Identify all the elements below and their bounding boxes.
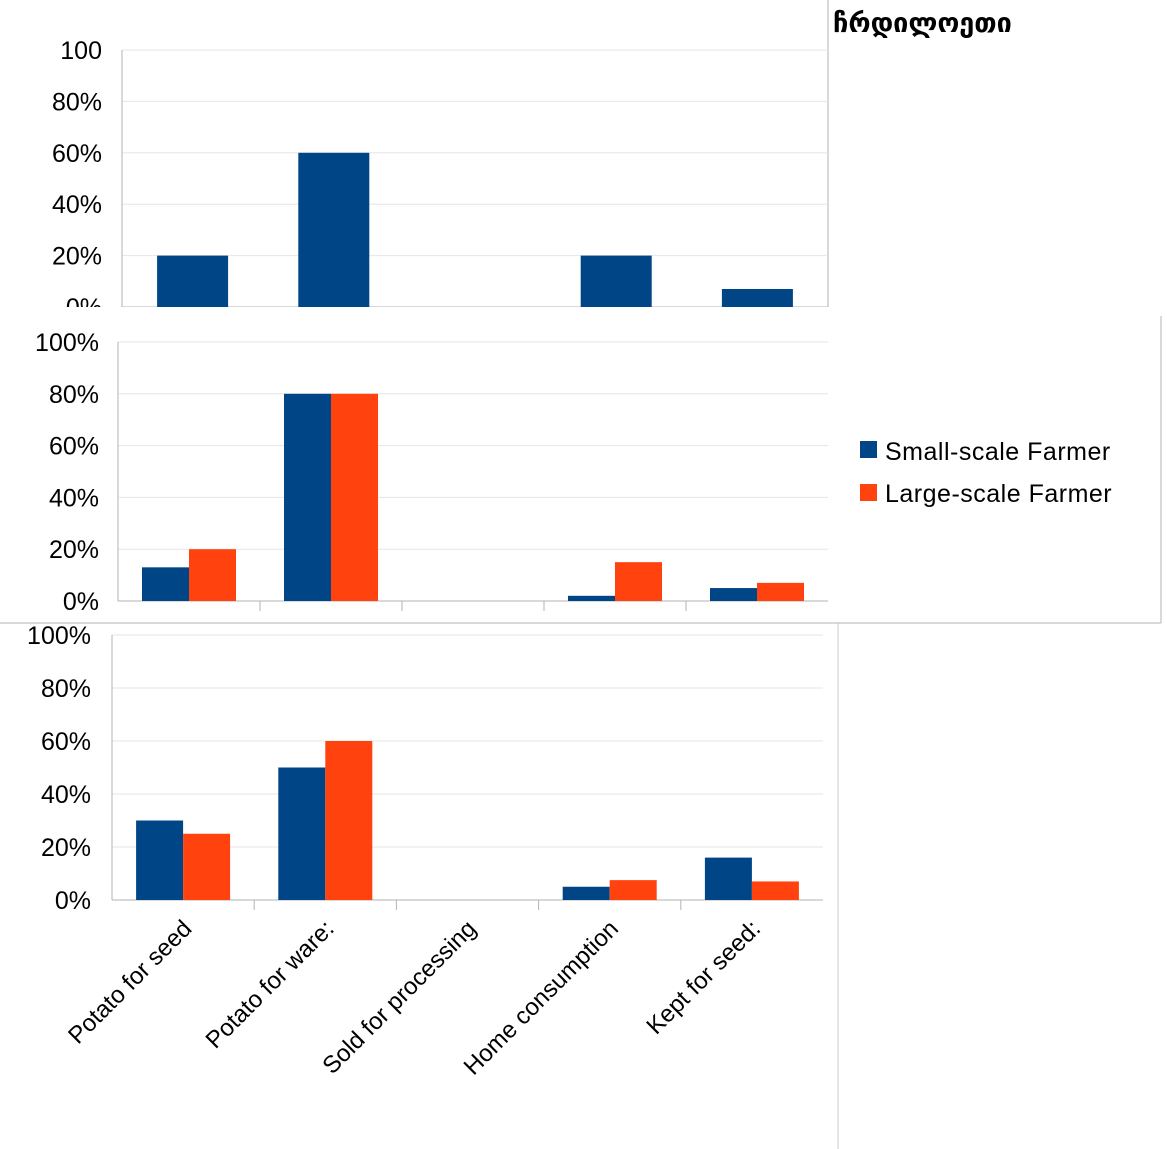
bar-small <box>580 255 652 307</box>
bar-small <box>710 588 757 601</box>
plot-area-2: 0% 20% 40% 60% 80% 100% <box>35 329 828 616</box>
y-tick-label: 0% <box>66 294 102 322</box>
chart-middle: 0% 20% 40% 60% 80% 100% <box>0 316 1162 624</box>
y-tick-label: 40% <box>49 484 99 512</box>
y-tick-label: 100 <box>60 37 102 65</box>
x-category-label: Potato for ware: <box>201 915 340 1054</box>
legend-swatch-small <box>860 441 877 458</box>
y-tick-label: 20% <box>49 536 99 564</box>
bar-large <box>189 549 236 601</box>
y-tick-label: 20% <box>41 834 91 862</box>
bar-large <box>331 393 378 601</box>
bar-large <box>609 880 657 900</box>
x-category-label: Kept for seed: <box>641 915 766 1040</box>
region-title: ჩრდილოეთი <box>833 8 1012 39</box>
bar-small <box>298 152 370 307</box>
y-tick-label: 80% <box>52 88 102 116</box>
y-tick-label: 80% <box>49 381 99 409</box>
plot-area-3: 0% 20% 40% 60% 80% 100% <box>27 622 823 915</box>
bar-small <box>562 886 610 900</box>
y-tick-label: 0% <box>55 887 91 915</box>
legend: Small-scale Farmer Large-scale Farmer <box>860 438 1112 508</box>
bar-small <box>136 820 184 900</box>
bar-large <box>615 562 662 601</box>
legend-label-small: Small-scale Farmer <box>885 438 1111 466</box>
bar-small <box>142 567 189 601</box>
y-tick-label: 60% <box>49 433 99 461</box>
legend-swatch-large <box>860 484 877 501</box>
bar-small <box>568 595 615 601</box>
chart-bottom: 0% 20% 40% 60% 80% 100% Potato for seed Potato … <box>27 620 839 1149</box>
y-tick-label: 60% <box>41 728 91 756</box>
y-tick-label: 40% <box>41 781 91 809</box>
bar-large <box>751 881 799 900</box>
plot-area-1: 0% 20% 40% 60% 80% 100 <box>52 37 828 322</box>
y-tick-label: 100% <box>27 622 91 650</box>
bar-small <box>157 255 229 307</box>
y-tick-label: 80% <box>41 675 91 703</box>
x-category-label: Home consumption <box>459 915 624 1080</box>
bar-small <box>704 857 752 900</box>
bar-small <box>721 289 793 307</box>
bar-large <box>325 741 373 900</box>
bar-small <box>284 393 331 601</box>
y-tick-label: 0% <box>63 588 99 616</box>
y-tick-label: 100% <box>35 329 99 357</box>
y-tick-label: 20% <box>52 243 102 271</box>
x-category-label: Potato for seed <box>63 915 197 1049</box>
legend-label-large: Large-scale Farmer <box>885 480 1112 508</box>
y-tick-label: 60% <box>52 140 102 168</box>
y-tick-label: 40% <box>52 191 102 219</box>
bar-large <box>183 833 231 900</box>
bar-large <box>757 582 804 601</box>
bar-small <box>278 767 326 900</box>
chart-top: 0% 20% 40% 60% 80% 100 <box>52 0 829 322</box>
x-category-label: Sold for processing <box>317 915 481 1079</box>
